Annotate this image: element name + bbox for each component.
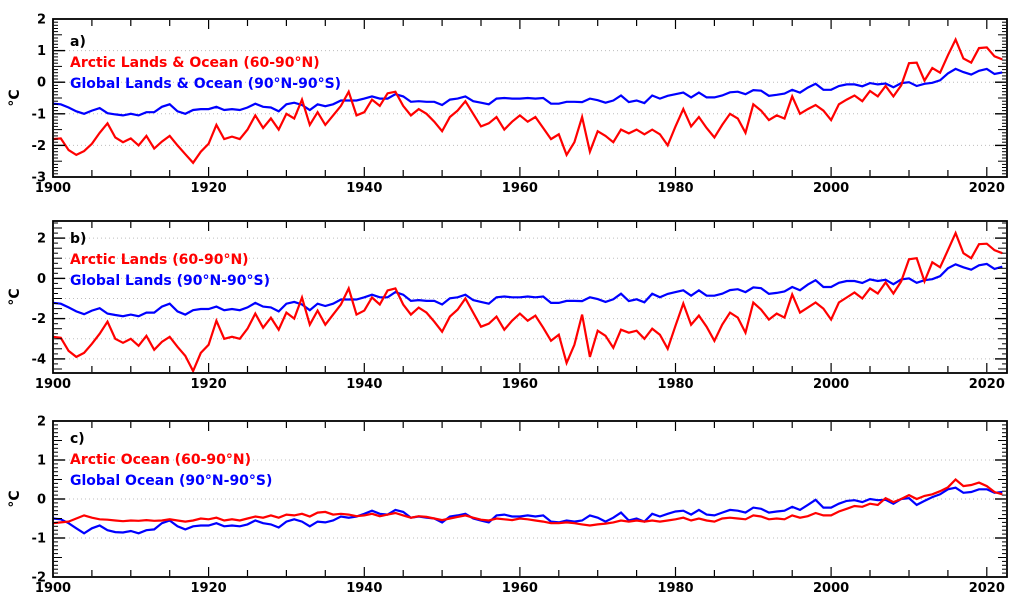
x-tick-label: 2020 bbox=[969, 581, 1005, 596]
y-axis-unit-label-a: °C bbox=[7, 89, 23, 107]
y-tick-label: -4 bbox=[32, 352, 46, 367]
x-tick-label: 1920 bbox=[191, 181, 227, 196]
panel-b-legend-global: Global Lands (90°N-90°S) bbox=[70, 273, 270, 289]
global-series-line-a bbox=[52, 67, 1003, 117]
panel-b-label: b) bbox=[70, 231, 87, 247]
y-tick-label: 0 bbox=[37, 272, 46, 287]
x-tick-label: 2000 bbox=[813, 377, 849, 392]
x-tick-label: 1980 bbox=[657, 581, 693, 596]
x-tick-label: 2000 bbox=[813, 581, 849, 596]
global-series-line-c bbox=[52, 486, 1003, 535]
x-tick-label: 1900 bbox=[35, 581, 71, 596]
panel-a-legend-arctic: Arctic Lands & Ocean (60-90°N) bbox=[70, 55, 320, 71]
global-series-line-b bbox=[52, 262, 1003, 318]
x-tick-label: 2000 bbox=[813, 181, 849, 196]
x-tick-label: 1980 bbox=[657, 377, 693, 392]
y-axis-unit-label-b: °C bbox=[7, 288, 23, 306]
x-tick-label: 1960 bbox=[502, 377, 538, 392]
x-tick-label: 1940 bbox=[346, 581, 382, 596]
arctic-series-line-c bbox=[52, 478, 1003, 527]
y-tick-label: -3 bbox=[32, 171, 46, 186]
plot-border bbox=[52, 420, 1008, 578]
x-tick-label: 1960 bbox=[502, 581, 538, 596]
x-tick-label: 2020 bbox=[969, 377, 1005, 392]
panel-c: 1900 1920 1940 1960 1980 2000 2020 -2 -1 0 1 2 bbox=[32, 415, 1008, 596]
y-tick-label: -1 bbox=[32, 532, 46, 547]
panel-a: 1900 1920 1940 1960 1980 2000 2020 -3 -2 -1 0 1 2 bbox=[32, 13, 1008, 196]
y-axis-unit-label-c: °C bbox=[7, 490, 23, 508]
y-tick-label: -2 bbox=[32, 139, 46, 154]
y-tick-label: 1 bbox=[37, 454, 46, 469]
x-tick-label: 1900 bbox=[35, 181, 71, 196]
panel-b-legend-arctic: Arctic Lands (60-90°N) bbox=[70, 252, 249, 268]
y-tick-label: 0 bbox=[37, 76, 46, 91]
x-tick-label: 1940 bbox=[346, 181, 382, 196]
x-tick-label: 1920 bbox=[191, 581, 227, 596]
panel-c-legend-global: Global Ocean (90°N-90°S) bbox=[70, 473, 273, 489]
y-tick-label: 2 bbox=[37, 232, 46, 247]
panel-c-legend-arctic: Arctic Ocean (60-90°N) bbox=[70, 452, 251, 468]
y-tick-label: 1 bbox=[37, 44, 46, 59]
arctic-series-line-b bbox=[52, 230, 1003, 374]
x-tick-label: 1920 bbox=[191, 377, 227, 392]
y-tick-label: 0 bbox=[37, 493, 46, 508]
panel-b: 1900 1920 1940 1960 1980 2000 2020 -4 -2 0 2 bbox=[32, 220, 1008, 392]
plot-border bbox=[52, 220, 1008, 374]
panel-c-label: c) bbox=[70, 431, 85, 447]
x-tick-label: 1960 bbox=[502, 181, 538, 196]
y-tick-label: 2 bbox=[37, 415, 46, 430]
y-tick-label: -2 bbox=[32, 571, 46, 586]
y-tick-label: 2 bbox=[37, 13, 46, 28]
y-tick-label: -2 bbox=[32, 312, 46, 327]
x-tick-label: 2020 bbox=[969, 181, 1005, 196]
panel-a-legend-global: Global Lands & Ocean (90°N-90°S) bbox=[70, 76, 342, 92]
x-tick-label: 1980 bbox=[657, 181, 693, 196]
x-tick-label: 1900 bbox=[35, 377, 71, 392]
x-tick-label: 1940 bbox=[346, 377, 382, 392]
plot-border bbox=[52, 18, 1008, 178]
arctic-series-line-a bbox=[52, 36, 1003, 165]
panel-a-label: a) bbox=[70, 34, 86, 50]
y-tick-label: -1 bbox=[32, 107, 46, 122]
